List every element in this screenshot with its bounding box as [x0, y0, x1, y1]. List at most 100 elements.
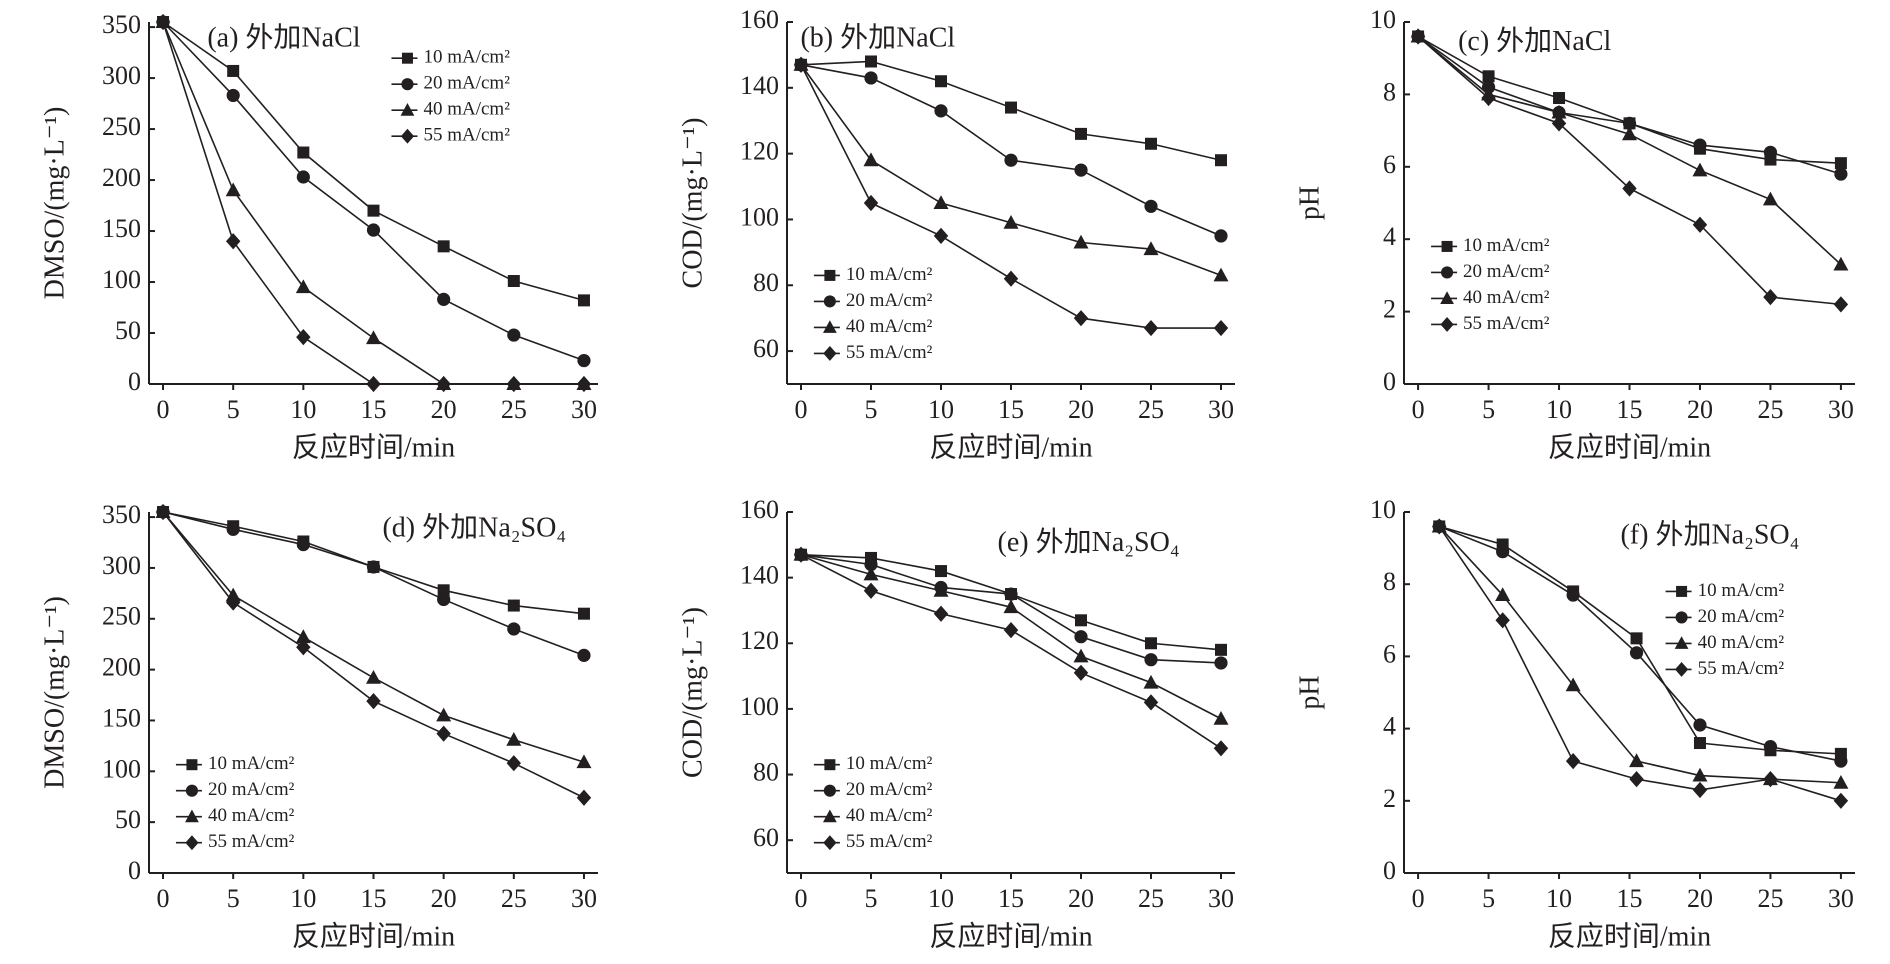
y-axis-label: COD/(mg·L⁻¹) [677, 607, 708, 778]
legend-label: 40 mA/cm² [846, 805, 933, 826]
marker [507, 599, 520, 612]
marker [576, 375, 592, 393]
y-tick-label: 4 [1383, 222, 1396, 251]
x-tick-label: 20 [431, 395, 457, 424]
marker [366, 223, 381, 237]
marker [1215, 154, 1227, 167]
marker [1629, 646, 1644, 660]
y-tick-label: 200 [102, 163, 141, 192]
marker [1003, 270, 1019, 287]
marker [1674, 636, 1689, 649]
x-tick-label: 20 [1068, 884, 1094, 913]
marker [367, 204, 380, 217]
marker [506, 375, 522, 393]
marker [1834, 754, 1848, 768]
marker [933, 195, 949, 209]
y-tick-label: 140 [740, 561, 779, 590]
marker [1213, 319, 1229, 337]
y-tick-label: 150 [102, 703, 141, 732]
x-tick-label: 15 [361, 395, 387, 424]
panel-title: (d) 外加Na₂SO₄ [382, 511, 566, 543]
y-tick-label: 120 [740, 137, 779, 166]
marker [297, 146, 310, 159]
series-line [162, 21, 585, 302]
marker [1692, 767, 1708, 782]
legend-label: 10 mA/cm² [846, 753, 933, 774]
legend-label: 55 mA/cm² [846, 831, 933, 852]
marker [366, 669, 381, 684]
y-tick-label: 0 [128, 367, 141, 396]
y-tick-label: 60 [753, 823, 779, 852]
marker [225, 182, 241, 197]
x-tick-label: 0 [157, 395, 170, 424]
marker [1213, 710, 1229, 725]
x-tick-label: 10 [928, 395, 954, 424]
marker [1440, 291, 1454, 304]
x-tick-label: 25 [1138, 395, 1164, 424]
marker [1003, 622, 1019, 639]
marker [823, 295, 836, 308]
marker [1763, 289, 1778, 306]
y-tick-label: 100 [740, 692, 779, 721]
x-axis-label: 反应时间/min [1548, 431, 1711, 463]
marker [823, 835, 837, 851]
marker [576, 754, 592, 769]
marker [366, 375, 381, 393]
x-tick-label: 15 [998, 884, 1024, 913]
y-tick-label: 0 [1383, 856, 1396, 885]
panel: 0 2 4 6 8 10 0 5 10 15 20 25 30 反应时间/min pH (c) 外加NaCl 1… [1294, 5, 1855, 463]
legend-label: 40 mA/cm² [846, 316, 933, 337]
marker [1692, 781, 1708, 799]
x-axis-label: 反应时间/min [929, 431, 1092, 463]
legend-label: 40 mA/cm² [423, 99, 510, 120]
y-tick-label: 8 [1383, 77, 1396, 106]
marker [366, 693, 381, 710]
marker [1005, 101, 1017, 114]
y-tick-label: 4 [1383, 712, 1396, 741]
marker [1004, 587, 1018, 601]
marker [366, 330, 381, 345]
marker [1004, 153, 1018, 167]
marker [823, 320, 837, 333]
x-tick-label: 25 [1757, 395, 1783, 424]
x-tick-label: 10 [1546, 884, 1572, 913]
marker [437, 240, 450, 253]
x-tick-label: 30 [1828, 884, 1854, 913]
marker [1630, 632, 1643, 645]
marker [1143, 319, 1159, 337]
marker [1553, 92, 1566, 105]
legend-label: 55 mA/cm² [208, 831, 295, 852]
y-tick-label: 300 [102, 551, 141, 580]
marker [1551, 115, 1567, 132]
legend-label: 10 mA/cm² [208, 753, 295, 774]
y-tick-label: 300 [102, 61, 141, 90]
marker [1551, 104, 1567, 119]
marker [401, 78, 414, 91]
y-axis-label: DMSO/(mg·L⁻¹) [39, 107, 70, 300]
y-tick-label: 8 [1383, 567, 1396, 596]
marker [793, 546, 809, 563]
legend-label: 55 mA/cm² [846, 342, 933, 363]
y-tick-label: 350 [102, 10, 141, 39]
marker [1143, 694, 1159, 711]
marker [1763, 771, 1778, 788]
marker [863, 194, 879, 212]
y-tick-label: 0 [1383, 367, 1396, 396]
y-tick-label: 10 [1370, 5, 1396, 34]
x-tick-label: 25 [1757, 884, 1783, 913]
x-tick-label: 20 [1687, 395, 1713, 424]
marker [824, 269, 836, 281]
marker [1496, 545, 1510, 559]
marker [1213, 740, 1229, 757]
marker [1566, 588, 1580, 602]
panel: 60 80 100 120 140 160 0 5 10 15 20 25 30 反应时间/min COD/… [677, 495, 1235, 952]
y-axis-label: pH [1294, 675, 1325, 709]
panel-title: (c) 外加NaCl [1458, 25, 1611, 57]
marker [1213, 267, 1229, 282]
marker [934, 104, 948, 118]
y-tick-label: 0 [128, 856, 141, 885]
x-tick-label: 20 [431, 884, 457, 913]
marker [1145, 637, 1157, 650]
y-tick-label: 250 [102, 112, 141, 141]
marker [1693, 737, 1706, 750]
